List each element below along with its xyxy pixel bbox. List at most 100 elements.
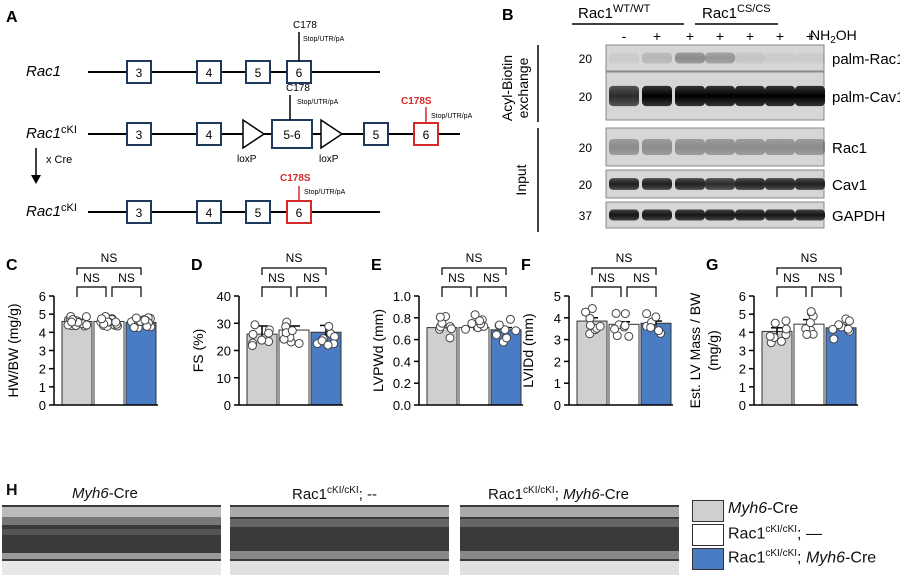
y-tick-label: 5 — [554, 289, 561, 304]
row2-c178-label: C178 — [286, 83, 310, 94]
data-point — [610, 324, 620, 334]
blot-band — [765, 85, 795, 107]
row1-c178-label: C178 — [293, 20, 317, 31]
data-point — [475, 316, 485, 326]
nh2oh-label: NH2OH — [810, 27, 857, 46]
blot-band — [642, 52, 672, 64]
row1-exon-6-label: 6 — [296, 66, 303, 80]
panel-label-e: E — [371, 257, 382, 274]
bar-1 — [61, 320, 93, 406]
legend-swatch-cki — [692, 524, 724, 546]
data-point — [67, 317, 77, 327]
blot-band — [795, 178, 825, 190]
data-point — [97, 314, 107, 324]
blot-band — [642, 85, 672, 107]
blot-band — [705, 52, 735, 64]
y-axis-label: (mg/g) — [705, 330, 721, 370]
echo-image-1 — [2, 505, 221, 575]
sig-label: NS — [598, 271, 615, 285]
sig-bracket-outer — [76, 267, 142, 275]
blot-band — [735, 139, 765, 155]
data-point — [624, 331, 634, 341]
panel-label-f: F — [521, 257, 531, 274]
blot-band — [765, 209, 795, 221]
blot-band — [735, 85, 765, 107]
sig-label: NS — [616, 251, 633, 265]
row3-exon-5 — [245, 200, 271, 224]
data-point — [776, 336, 786, 346]
sig-label: NS — [783, 271, 800, 285]
data-point — [491, 330, 501, 340]
lane-marker-7: + — [806, 28, 814, 44]
data-point — [828, 324, 838, 334]
sig-label: NS — [286, 251, 303, 265]
blot-band — [705, 85, 735, 107]
blot-band — [609, 85, 639, 107]
blot-band — [675, 85, 705, 107]
y-tick-label: 1.0 — [393, 289, 411, 304]
y-tick-label: 4 — [39, 325, 46, 340]
y-tick-label: 5 — [739, 307, 746, 322]
y-tick-label: 0.0 — [393, 398, 411, 413]
data-point — [651, 312, 661, 322]
sig-bracket — [441, 286, 472, 297]
blot-band — [795, 85, 825, 107]
data-point — [248, 329, 258, 339]
blot-band — [609, 209, 639, 221]
y-axis-label: HW/BW (mg/g) — [5, 303, 21, 397]
row2-loxp-1-label: loxP — [237, 154, 257, 165]
data-point — [581, 307, 591, 317]
y-tick-label: 1 — [39, 380, 46, 395]
sig-label: NS — [801, 251, 818, 265]
data-point — [620, 321, 630, 331]
legend-label-cki: Rac1cKI/cKI; — — [728, 524, 822, 543]
blot-band — [705, 209, 735, 221]
bar-3 — [640, 322, 672, 406]
sig-bracket — [111, 286, 142, 297]
data-point — [654, 326, 664, 336]
blot-band — [609, 178, 639, 190]
y-tick-label: 0.8 — [393, 311, 411, 326]
data-point — [844, 316, 854, 326]
data-point — [843, 324, 853, 334]
blot-rac1: 20 Rac1 — [579, 127, 867, 167]
row3-exon-5-label: 5 — [255, 206, 262, 220]
panel-a-schematic: A Rac1 3 4 5 6 C178 Stop/UTR/pA Rac1cKI … — [6, 9, 473, 224]
blot-band — [765, 52, 795, 64]
data-point — [129, 323, 139, 333]
blot-label: palm-Rac1 — [832, 51, 900, 68]
abe-label-1: Acyl-Biotin — [499, 55, 515, 121]
panel-label-c: C — [6, 257, 18, 274]
sig-bracket — [626, 286, 657, 297]
row2-c178s-label: C178S — [401, 96, 432, 107]
y-tick-label: 0 — [39, 398, 46, 413]
sig-label: NS — [466, 251, 483, 265]
cre-arrowhead — [31, 175, 41, 184]
sig-label: NS — [483, 271, 500, 285]
blot-band — [705, 139, 735, 155]
blot-strips: 20 palm-Rac1 20 palm-Cav1 20 Rac1 20 Cav1 37 GAPD… — [579, 44, 900, 229]
sig-label: NS — [633, 271, 650, 285]
y-tick-label: 40 — [217, 289, 231, 304]
blot-label: Cav1 — [832, 177, 867, 194]
blot-label: palm-Cav1 — [832, 89, 900, 106]
echo-title-1: Myh6-Cre — [72, 485, 138, 502]
data-point — [264, 328, 274, 338]
data-point — [81, 312, 91, 322]
y-tick-label: 3 — [739, 344, 746, 359]
data-point — [323, 340, 333, 350]
panel-label-g: G — [706, 257, 718, 274]
data-point — [250, 320, 260, 330]
data-point — [505, 314, 515, 324]
blot-band — [609, 52, 639, 64]
panel-label-d: D — [191, 257, 203, 274]
row3-exon-3-label: 3 — [136, 206, 143, 220]
sig-bracket — [591, 286, 622, 297]
legend-label-cki-myh6: Rac1cKI/cKI; Myh6-Cre — [728, 548, 877, 567]
sig-label: NS — [818, 271, 835, 285]
row3-exon-3 — [126, 200, 152, 224]
y-axis-label: FS (%) — [190, 329, 206, 373]
